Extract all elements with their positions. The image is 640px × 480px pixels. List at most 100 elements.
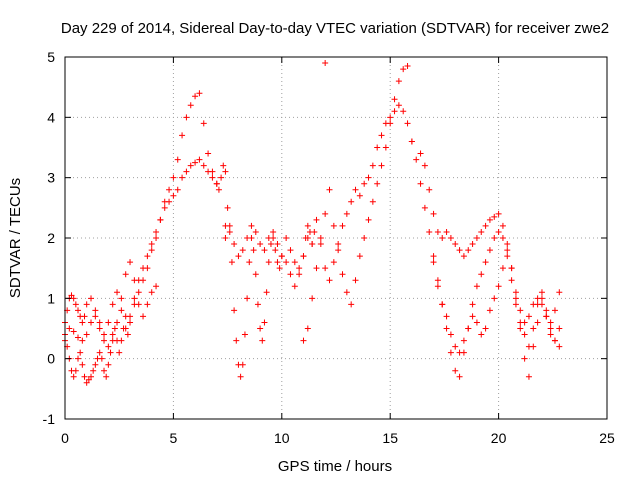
data-point: [70, 295, 77, 302]
data-point: [478, 331, 485, 338]
data-point: [335, 241, 342, 248]
data-point: [131, 277, 138, 284]
data-point: [430, 253, 437, 260]
x-tick-label: 20: [491, 430, 507, 446]
data-point: [215, 186, 222, 193]
data-point: [339, 222, 346, 229]
data-point: [88, 373, 95, 380]
data-point: [486, 247, 493, 254]
chart-title: Day 229 of 2014, Sidereal Day-to-day VTE…: [61, 20, 609, 37]
data-point: [88, 295, 95, 302]
data-point: [302, 235, 309, 241]
data-point: [252, 271, 259, 278]
data-point: [228, 259, 235, 266]
data-point: [241, 331, 248, 338]
series-zwe2-f: [300, 63, 411, 344]
data-point: [460, 253, 467, 260]
data-point: [157, 216, 164, 223]
series-zwe2-b: [62, 156, 220, 344]
y-tick-label: -1: [43, 411, 56, 427]
data-point: [556, 343, 563, 350]
data-point: [404, 120, 411, 127]
data-point: [491, 235, 498, 241]
data-point: [170, 192, 177, 199]
data-point: [265, 235, 272, 241]
data-point: [92, 313, 99, 320]
data-point: [365, 174, 372, 181]
data-point: [174, 156, 181, 163]
data-point: [218, 174, 225, 181]
data-point: [257, 325, 264, 332]
data-point: [70, 373, 77, 380]
data-point: [517, 319, 524, 326]
data-point: [83, 379, 90, 386]
data-point: [473, 319, 480, 326]
y-tick-label: 0: [47, 351, 55, 367]
data-point: [300, 253, 307, 260]
data-point: [183, 114, 190, 121]
data-point: [408, 138, 415, 145]
x-tick-label: 25: [599, 430, 615, 446]
data-point: [309, 295, 316, 302]
data-point: [83, 301, 90, 308]
data-point: [495, 228, 502, 235]
data-point: [127, 259, 134, 266]
y-tick-label: 3: [47, 170, 55, 186]
data-point: [339, 271, 346, 278]
data-point: [365, 216, 372, 223]
data-point: [473, 235, 480, 241]
data-point: [118, 295, 125, 302]
data-point: [469, 313, 476, 320]
data-point: [131, 295, 138, 302]
data-point: [200, 162, 207, 169]
data-point: [70, 328, 77, 335]
y-tick-label: 5: [47, 49, 55, 65]
data-point: [456, 247, 463, 254]
data-point: [96, 325, 103, 332]
data-point: [250, 247, 257, 254]
data-point: [114, 289, 121, 296]
series-zwe2-h: [417, 150, 563, 326]
data-point: [473, 283, 480, 290]
data-point: [226, 222, 233, 229]
data-point: [348, 198, 355, 205]
data-point: [261, 247, 268, 254]
data-point: [127, 313, 134, 320]
data-point: [122, 271, 129, 278]
data-point: [512, 295, 519, 302]
data-point: [144, 253, 151, 260]
data-point: [521, 331, 528, 338]
data-point: [456, 373, 463, 380]
data-point: [101, 331, 108, 338]
data-point: [153, 283, 160, 290]
data-point: [343, 289, 350, 296]
data-point: [68, 292, 75, 299]
data-point: [72, 301, 79, 308]
data-point: [88, 319, 95, 326]
data-point: [205, 150, 212, 157]
data-point: [556, 325, 563, 332]
data-point: [443, 228, 450, 235]
data-point: [369, 162, 376, 169]
x-tick-label: 5: [170, 430, 178, 446]
data-point: [486, 307, 493, 314]
data-point: [326, 186, 333, 193]
data-point: [244, 235, 251, 241]
data-point: [508, 265, 515, 272]
data-point: [352, 277, 359, 284]
y-tick-labels: -1 0 1 2 3 4 5: [43, 49, 56, 427]
data-point: [517, 325, 524, 332]
data-point: [395, 102, 402, 109]
data-point: [105, 361, 112, 368]
data-point: [96, 349, 103, 356]
data-point: [330, 259, 337, 266]
data-point: [374, 144, 381, 151]
data-point: [374, 180, 381, 187]
data-point: [272, 247, 279, 254]
x-tick-label: 10: [274, 430, 290, 446]
data-point: [430, 210, 437, 217]
data-point: [114, 319, 121, 326]
data-point: [326, 277, 333, 284]
data-point: [547, 325, 554, 332]
